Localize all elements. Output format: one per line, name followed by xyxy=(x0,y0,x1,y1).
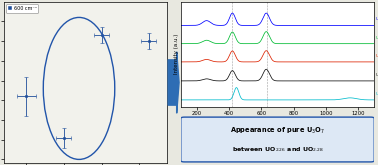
Text: Appearance of pure U$_3$O$_7$: Appearance of pure U$_3$O$_7$ xyxy=(230,126,325,136)
Text: UO$_{2.28}$: UO$_{2.28}$ xyxy=(375,34,378,42)
Text: UO$_{2.24}$: UO$_{2.24}$ xyxy=(375,71,378,79)
Y-axis label: Intensity (a.u.): Intensity (a.u.) xyxy=(174,34,180,74)
Text: UO$_{2.26}$: UO$_{2.26}$ xyxy=(375,52,378,60)
Text: UO$_2$ (ref): UO$_2$ (ref) xyxy=(375,90,378,98)
Legend: 600 cm⁻¹: 600 cm⁻¹ xyxy=(6,4,38,13)
X-axis label: Raman shift (cm⁻¹): Raman shift (cm⁻¹) xyxy=(251,117,304,123)
Text: UO$_{2.34}$: UO$_{2.34}$ xyxy=(375,16,378,23)
Text: between UO$_{2.26}$ and UO$_{2.28}$: between UO$_{2.26}$ and UO$_{2.28}$ xyxy=(232,146,323,154)
FancyBboxPatch shape xyxy=(181,117,374,162)
FancyArrow shape xyxy=(168,52,179,113)
